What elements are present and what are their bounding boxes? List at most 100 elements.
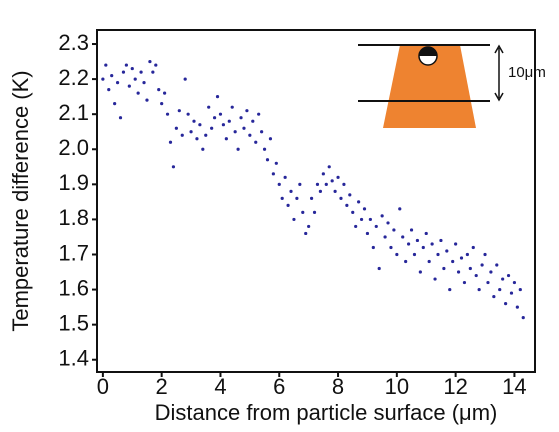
point xyxy=(251,119,255,123)
y-tick-label: 1.5 xyxy=(58,310,89,335)
x-tick-label: 14 xyxy=(502,374,526,399)
x-axis-label: Distance from particle surface (μm) xyxy=(155,400,498,425)
point xyxy=(151,70,155,74)
y-tick-label: 2.0 xyxy=(58,135,89,160)
point xyxy=(230,105,234,109)
point xyxy=(498,287,502,292)
point xyxy=(124,63,128,67)
point xyxy=(389,245,393,250)
point xyxy=(130,66,134,71)
point xyxy=(509,291,514,295)
point xyxy=(307,224,311,229)
point xyxy=(459,256,464,260)
point xyxy=(454,242,458,246)
point xyxy=(198,123,202,127)
point xyxy=(339,196,343,200)
point xyxy=(495,263,499,267)
point xyxy=(186,112,190,116)
point xyxy=(357,200,361,204)
point xyxy=(301,210,305,214)
y-axis-label: Temperature difference (K) xyxy=(8,70,33,331)
plot-frame xyxy=(96,29,536,373)
inset-particle-half xyxy=(419,47,437,56)
point xyxy=(380,214,384,218)
point xyxy=(374,224,378,229)
point xyxy=(501,277,505,281)
point xyxy=(345,203,349,207)
point xyxy=(436,252,440,257)
y-tick-label: 1.6 xyxy=(58,275,89,300)
point xyxy=(504,302,508,306)
point xyxy=(362,207,367,211)
point xyxy=(315,182,320,186)
point xyxy=(163,91,167,95)
point xyxy=(354,224,358,229)
y-tick-label: 1.8 xyxy=(58,205,89,230)
point xyxy=(242,126,246,130)
point xyxy=(386,221,390,225)
point xyxy=(227,119,231,123)
point xyxy=(439,238,443,243)
point xyxy=(298,182,302,186)
point xyxy=(518,287,522,292)
point xyxy=(456,270,461,274)
point xyxy=(512,280,517,285)
point xyxy=(183,77,187,81)
point xyxy=(404,259,408,264)
y-tick-label: 1.4 xyxy=(58,346,89,371)
point xyxy=(233,130,237,134)
point xyxy=(195,137,199,141)
point xyxy=(148,59,152,64)
point xyxy=(115,81,120,85)
point xyxy=(433,277,437,281)
point xyxy=(351,210,355,214)
x-tick-label: 8 xyxy=(332,374,344,399)
point xyxy=(121,70,126,74)
point xyxy=(409,228,414,232)
y-tick-label: 1.9 xyxy=(58,170,89,195)
point xyxy=(477,287,481,292)
point xyxy=(260,130,264,134)
point xyxy=(157,88,161,92)
point xyxy=(395,252,399,257)
point xyxy=(104,63,108,67)
point xyxy=(318,189,323,193)
point xyxy=(309,196,314,200)
point xyxy=(171,165,176,169)
x-tick-label: 6 xyxy=(273,374,285,399)
point xyxy=(406,242,411,246)
point xyxy=(189,130,193,134)
point xyxy=(283,175,287,179)
point xyxy=(359,217,364,222)
point xyxy=(221,123,226,127)
point xyxy=(465,252,469,257)
point xyxy=(248,133,252,137)
point xyxy=(160,102,164,106)
point xyxy=(110,74,114,78)
point xyxy=(139,70,143,74)
point xyxy=(398,207,402,211)
point xyxy=(292,217,296,222)
point xyxy=(142,81,146,85)
point xyxy=(368,217,372,222)
point xyxy=(312,210,317,214)
point xyxy=(274,161,278,165)
point xyxy=(304,231,308,236)
point xyxy=(254,140,258,144)
point xyxy=(448,287,452,292)
point xyxy=(321,172,325,176)
point xyxy=(336,175,340,179)
x-tick-label: 0 xyxy=(97,374,109,399)
point xyxy=(212,116,217,120)
point xyxy=(204,133,208,137)
point xyxy=(215,95,220,99)
point xyxy=(177,109,181,113)
point xyxy=(201,147,205,151)
point xyxy=(462,280,467,285)
point xyxy=(180,133,184,137)
point xyxy=(133,77,137,81)
point xyxy=(430,242,434,246)
point xyxy=(427,259,431,264)
x-tick-label: 4 xyxy=(214,374,226,399)
